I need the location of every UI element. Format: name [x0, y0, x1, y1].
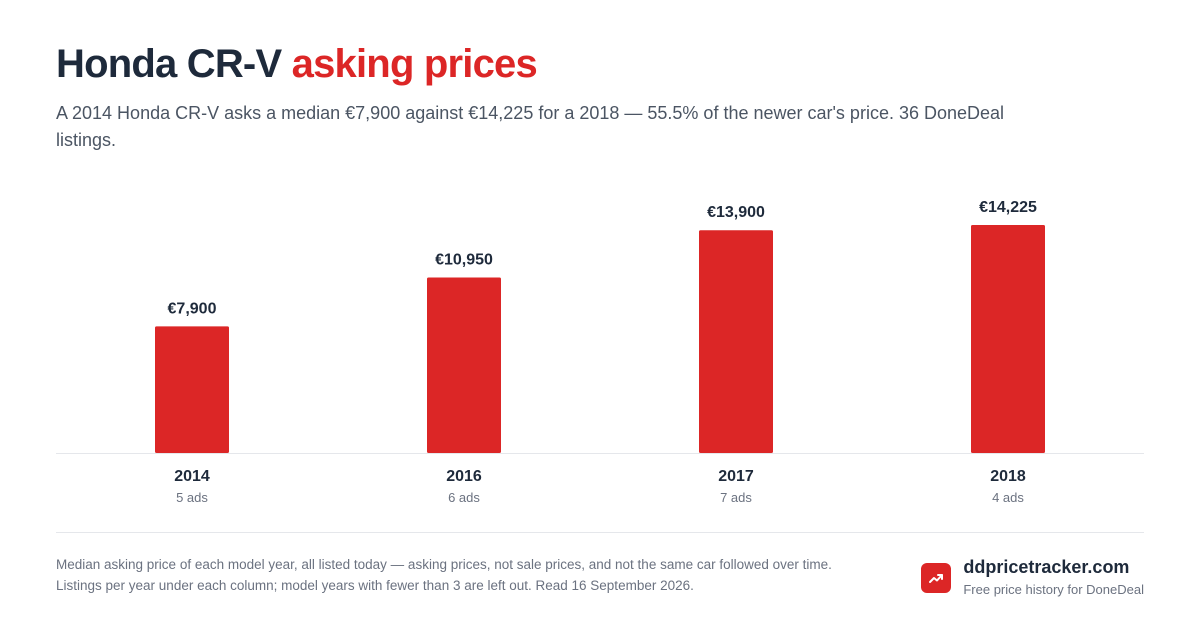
trending-up-icon	[921, 563, 952, 593]
bar-2017	[699, 230, 773, 453]
x-tick-sublabel: 5 ads	[176, 490, 208, 505]
bar-value-label: €7,900	[168, 300, 217, 317]
brand-tagline: Free price history for DoneDeal	[963, 582, 1144, 597]
bar-2016	[427, 277, 501, 453]
x-tick-label: 2017	[718, 468, 754, 485]
bar-2014	[155, 326, 229, 453]
x-tick-label: 2018	[990, 468, 1026, 485]
footer-divider	[56, 532, 1144, 533]
x-tick-label: 2016	[446, 468, 482, 485]
page-subtitle: A 2014 Honda CR-V asks a median €7,900 a…	[56, 103, 1005, 150]
x-tick-sublabel: 7 ads	[720, 490, 752, 505]
title-accent: asking prices	[291, 42, 538, 86]
brand-name[interactable]: ddpricetracker.com	[963, 557, 1130, 577]
title-model: Honda CR-V	[56, 42, 282, 86]
bar-value-label: €14,225	[979, 199, 1037, 216]
bar-value-label: €13,900	[707, 204, 765, 221]
page-title: Honda CR-V asking prices	[56, 40, 538, 88]
bar-2018	[971, 225, 1045, 453]
x-tick-sublabel: 4 ads	[992, 490, 1024, 505]
brand[interactable]: ddpricetracker.com Free price history fo…	[921, 556, 1144, 600]
footnote: Median asking price of each model year, …	[56, 557, 832, 593]
bar-value-label: €10,950	[435, 251, 493, 268]
x-tick-label: 2014	[174, 468, 210, 485]
x-tick-sublabel: 6 ads	[448, 490, 480, 505]
